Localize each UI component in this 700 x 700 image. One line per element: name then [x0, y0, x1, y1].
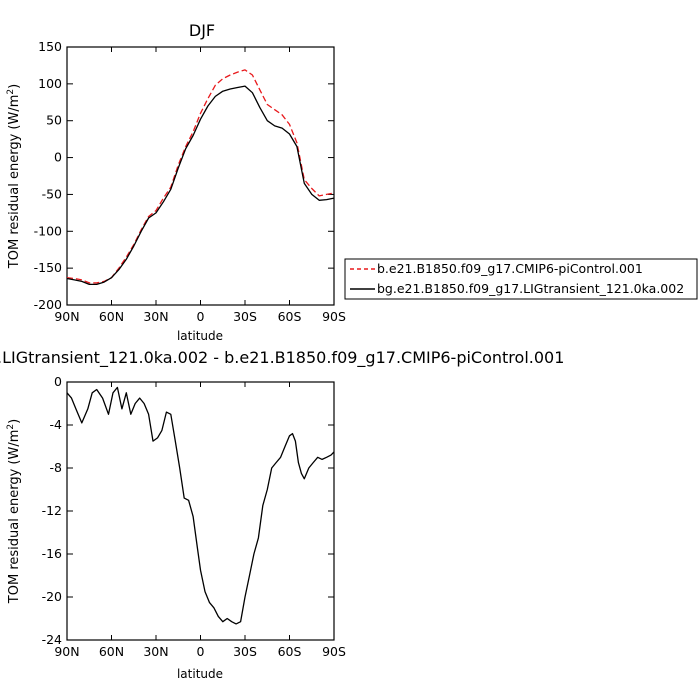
top-y-tick-label: 0	[54, 150, 62, 165]
bottom-x-axis-label: latitude	[177, 667, 223, 681]
top-x-tick-label: 90S	[322, 309, 346, 324]
top-x-tick-label: 60N	[99, 309, 124, 324]
top-y-axis-label-sup: 2	[6, 89, 16, 95]
top-y-axis: 150 100 50 0 -50 -100 -150 -200	[34, 39, 334, 312]
top-y-tick-label: -200	[34, 297, 62, 312]
bottom-y-axis-label-sup: 2	[6, 424, 16, 430]
chart-title: DJF	[189, 21, 215, 40]
legend-label-transient: bg.e21.B1850.f09_g17.LIGtransient_121.0k…	[377, 281, 684, 296]
top-series-line-0	[66, 69, 335, 284]
bottom-x-tick-label: 0	[197, 644, 205, 659]
top-y-tick-label: -50	[42, 186, 62, 201]
bottom-series-line-0	[66, 386, 335, 625]
bottom-y-tick-label: -16	[42, 546, 62, 561]
top-series-lines	[66, 69, 335, 286]
legend-label-control: b.e21.B1850.f09_g17.CMIP6-piControl.001	[377, 261, 643, 276]
bottom-series-lines	[66, 386, 335, 625]
bottom-y-tick-label: -8	[50, 460, 63, 475]
bottom-x-tick-label: 60N	[99, 644, 124, 659]
top-y-axis-label: TOM residual energy (W/m2)	[6, 84, 22, 269]
top-x-axis: 90N 60N 30N 0 30S 60S 90S	[54, 47, 346, 324]
top-x-tick-label: 30N	[143, 309, 168, 324]
bottom-y-tick-label: -12	[42, 503, 62, 518]
top-chart: 90N 60N 30N 0 30S 60S 90S 150 100 50 0 -50 -100 -150…	[6, 39, 346, 343]
top-y-tick-label: 150	[38, 39, 62, 54]
bottom-x-tick-label: 30N	[143, 644, 168, 659]
bottom-y-axis-label-close: )	[7, 419, 22, 424]
top-series-line-1	[66, 85, 335, 286]
bottom-y-axis-label-main: TOM residual energy (W/m	[7, 430, 22, 605]
bottom-x-tick-label: 30S	[233, 644, 257, 659]
top-y-tick-label: 50	[46, 113, 62, 128]
legend-box	[344, 258, 698, 300]
top-y-tick-label: 100	[38, 76, 62, 91]
diff-title: .LIGtransient_121.0ka.002 - b.e21.B1850.…	[0, 348, 564, 368]
top-y-axis-label-main: TOM residual energy (W/m	[7, 95, 22, 270]
bottom-y-tick-label: -24	[42, 632, 62, 647]
bottom-chart: 90N 60N 30N 0 30S 60S 90S 0 -4 -8 -12 -16 -20 -24 la…	[6, 374, 346, 681]
bottom-y-tick-label: 0	[54, 374, 62, 389]
top-x-tick-label: 30S	[233, 309, 257, 324]
bottom-x-tick-label: 90S	[322, 644, 346, 659]
bottom-y-tick-label: -20	[42, 589, 62, 604]
bottom-x-tick-label: 60S	[278, 644, 302, 659]
legend: b.e21.B1850.f09_g17.CMIP6-piControl.001 …	[344, 258, 698, 300]
top-plot-frame	[66, 46, 335, 306]
top-x-tick-label: 90N	[54, 309, 79, 324]
bottom-y-tick-label: -4	[50, 417, 63, 432]
top-x-axis-label: latitude	[177, 329, 223, 343]
top-x-tick-label: 60S	[278, 309, 302, 324]
top-y-axis-label-close: )	[7, 84, 22, 89]
top-y-tick-label: -150	[34, 260, 62, 275]
bottom-plot-frame	[66, 381, 335, 641]
top-y-tick-label: -100	[34, 223, 62, 238]
top-x-tick-label: 0	[197, 309, 205, 324]
bottom-y-axis: 0 -4 -8 -12 -16 -20 -24	[42, 374, 334, 647]
bottom-x-tick-label: 90N	[54, 644, 79, 659]
bottom-y-axis-label: TOM residual energy (W/m2)	[6, 419, 22, 604]
bottom-x-axis: 90N 60N 30N 0 30S 60S 90S	[54, 382, 346, 659]
